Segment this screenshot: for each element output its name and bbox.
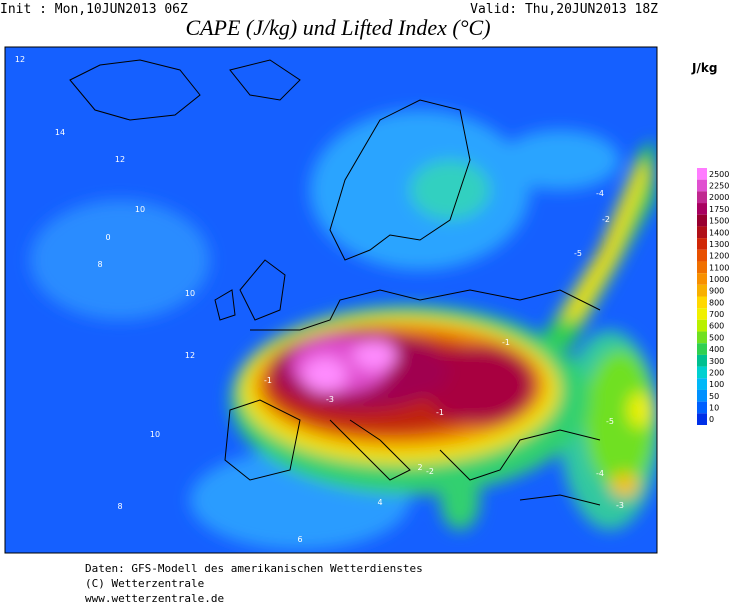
contour-label: 12	[185, 351, 195, 360]
colorbar-label: 400	[709, 345, 724, 354]
map-area: 12 14 12 10 8 10 12 10 8 6 4 2 0 -1 -3 -5 -2 -4 -3 -1 -5 -4 -2…	[5, 47, 657, 553]
map-frame	[4, 46, 658, 554]
contour-label: -5	[574, 249, 582, 258]
colorbar-label: 0	[709, 415, 714, 424]
colorbar-cell	[697, 238, 707, 250]
colorbar-label: 1300	[709, 240, 729, 249]
contour-label: 0	[105, 233, 110, 242]
contour-label: 10	[185, 289, 195, 298]
coastlines	[69, 59, 601, 506]
contour-label: 14	[55, 128, 65, 137]
contour-label: -1	[264, 376, 272, 385]
contour-label: 8	[97, 260, 102, 269]
footer-line: Daten: GFS-Modell des amerikanischen Wet…	[85, 562, 423, 575]
colorbar-label: 1200	[709, 252, 729, 261]
colorbar-label: 1000	[709, 275, 729, 284]
contour-label: -1	[436, 408, 444, 417]
colorbar-label: 1100	[709, 263, 729, 272]
contour-label: 12	[15, 55, 25, 64]
colorbar-cell	[697, 273, 707, 285]
colorbar-label: 50	[709, 392, 719, 401]
colorbar-cell	[697, 191, 707, 204]
cape-field	[30, 110, 657, 550]
colorbar-cell	[697, 284, 707, 297]
colorbar-cell	[697, 179, 707, 192]
colorbar-cell	[697, 413, 707, 425]
contour-label: -2	[426, 467, 434, 476]
contour-labels: 12 14 12 10 8 10 12 10 8 6 4 2 0 -1 -3 -5 -2 -4 -3 -1 -5 -4 -2…	[15, 55, 624, 544]
colorbar-cell	[697, 354, 707, 367]
colorbar-label: 200	[709, 368, 724, 377]
colorbar-label: 300	[709, 357, 724, 366]
colorbar-label: 1400	[709, 228, 729, 237]
colorbar-cell	[697, 296, 707, 309]
contour-label: -3	[326, 395, 334, 404]
colorbar-label: 100	[709, 380, 724, 389]
colorbar-unit: J/kg	[691, 61, 717, 75]
contour-label: -4	[596, 469, 604, 478]
colorbar-label: 500	[709, 333, 724, 342]
contour-label: -1	[502, 338, 510, 347]
colorbar-label: 1500	[709, 217, 729, 226]
colorbar-cell	[697, 308, 707, 320]
contour-label: -3	[616, 501, 624, 510]
colorbar-cell	[697, 319, 707, 332]
footer-line: (C) Wetterzentrale	[85, 577, 204, 590]
contour-label: 8	[117, 502, 122, 511]
colorbar-label: 600	[709, 322, 724, 331]
colorbar-cell	[697, 343, 707, 355]
colorbar-label: 10	[709, 403, 719, 412]
colorbar-cell	[697, 401, 707, 414]
contour-label: -5	[606, 417, 614, 426]
colorbar-label: 2500	[709, 170, 729, 179]
contour-label: -4	[596, 189, 604, 198]
colorbar-cell	[697, 168, 707, 180]
contour-label: 10	[135, 205, 145, 214]
colorbar-cell	[697, 214, 707, 227]
init-time: Init : Mon,10JUN2013 06Z	[0, 2, 188, 17]
contour-label: 6	[297, 535, 302, 544]
colorbar-cell	[697, 261, 707, 274]
contour-label: 10	[150, 430, 160, 439]
colorbar-label: 1750	[709, 205, 729, 214]
colorbar-cell	[697, 378, 707, 390]
colorbar-cell	[697, 203, 707, 215]
colorbar-cell	[697, 389, 707, 402]
contour-label: -2	[602, 215, 610, 224]
colorbar: 2500225020001750150014001300120011001000…	[697, 168, 729, 425]
contour-label: 2	[417, 463, 422, 472]
colorbar-cell	[697, 331, 707, 344]
colorbar-label: 900	[709, 287, 724, 296]
colorbar-label: 2250	[709, 182, 729, 191]
colorbar-cell	[697, 226, 707, 239]
colorbar-cell	[697, 366, 707, 379]
colorbar-label: 2000	[709, 193, 729, 202]
footer-line: www.wetterzentrale.de	[85, 592, 224, 603]
colorbar-label: 700	[709, 310, 724, 319]
valid-time: Valid: Thu,20JUN2013 18Z	[470, 2, 658, 17]
map-title: CAPE (J/kg) und Lifted Index (°C)	[185, 15, 490, 40]
colorbar-label: 800	[709, 298, 724, 307]
contour-label: 4	[377, 498, 382, 507]
colorbar-cell	[697, 249, 707, 262]
contour-label: 12	[115, 155, 125, 164]
